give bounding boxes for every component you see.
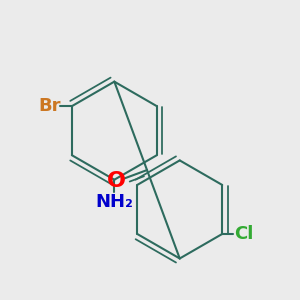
Text: NH₂: NH₂ (95, 193, 133, 211)
Text: Br: Br (38, 97, 61, 115)
Text: O: O (107, 171, 126, 191)
Text: Cl: Cl (234, 225, 253, 243)
